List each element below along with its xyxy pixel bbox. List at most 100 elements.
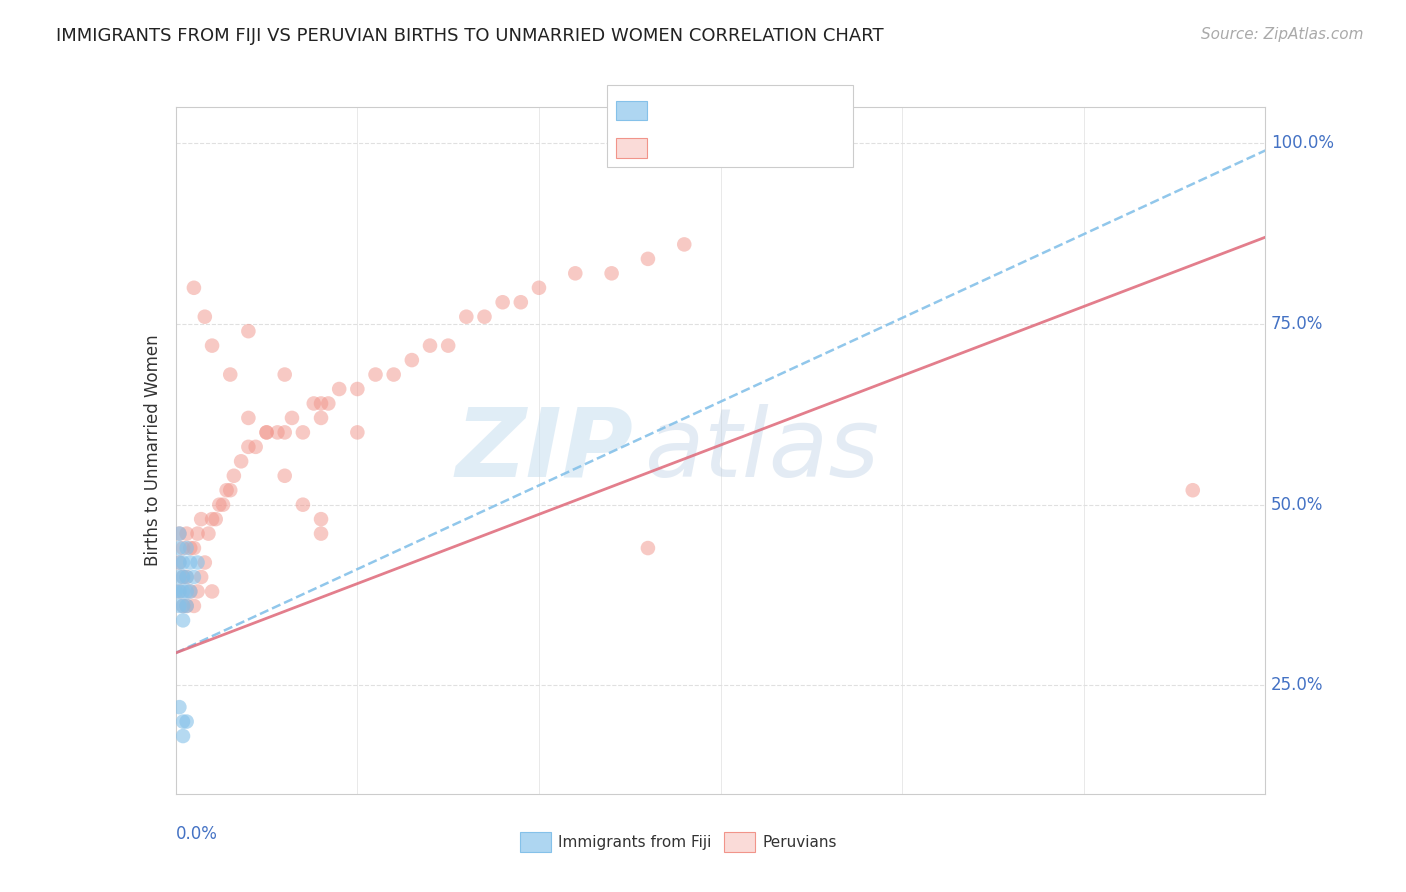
Point	[172, 729, 194, 743]
Point	[509, 295, 531, 310]
Point	[183, 599, 205, 613]
Point	[176, 570, 198, 584]
Point	[183, 281, 205, 295]
Text: 100.0%: 100.0%	[1271, 134, 1334, 153]
Point	[172, 541, 194, 555]
Text: 0.355: 0.355	[688, 101, 740, 119]
Point	[492, 295, 515, 310]
Point	[169, 570, 191, 584]
Point	[238, 411, 260, 425]
Point	[183, 570, 205, 584]
Point	[165, 584, 187, 599]
Point	[169, 526, 191, 541]
Text: 0.0%: 0.0%	[176, 825, 218, 843]
Point	[266, 425, 288, 440]
Point	[291, 498, 314, 512]
Text: Peruvians: Peruvians	[762, 836, 837, 850]
Text: 0.382: 0.382	[688, 138, 740, 156]
Point	[208, 498, 231, 512]
Point	[256, 425, 278, 440]
Point	[172, 714, 194, 729]
Point	[197, 526, 219, 541]
Point	[231, 454, 253, 468]
Point	[169, 700, 191, 714]
Point	[176, 599, 198, 613]
Point	[245, 440, 267, 454]
Point	[328, 382, 350, 396]
Point	[364, 368, 387, 382]
Point	[169, 584, 191, 599]
Text: IMMIGRANTS FROM FIJI VS PERUVIAN BIRTHS TO UNMARRIED WOMEN CORRELATION CHART: IMMIGRANTS FROM FIJI VS PERUVIAN BIRTHS …	[56, 27, 884, 45]
Point	[309, 396, 332, 410]
Point	[281, 411, 304, 425]
Text: 24: 24	[780, 101, 804, 119]
Text: R =: R =	[657, 138, 693, 156]
Y-axis label: Births to Unmarried Women: Births to Unmarried Women	[143, 334, 162, 566]
Point	[474, 310, 496, 324]
Point	[179, 556, 201, 570]
Point	[201, 584, 224, 599]
Point	[169, 556, 191, 570]
Point	[204, 512, 226, 526]
Point	[238, 324, 260, 338]
Point	[169, 541, 191, 555]
Point	[637, 541, 659, 555]
Point	[172, 556, 194, 570]
Point	[176, 570, 198, 584]
Point	[256, 425, 278, 440]
Point	[637, 252, 659, 266]
Point	[183, 541, 205, 555]
Point	[274, 425, 297, 440]
Point	[179, 584, 201, 599]
Point	[169, 556, 191, 570]
Text: Immigrants from Fiji: Immigrants from Fiji	[558, 836, 711, 850]
Point	[179, 584, 201, 599]
Point	[212, 498, 235, 512]
Text: N =: N =	[748, 101, 785, 119]
Point	[600, 266, 623, 280]
Point	[186, 526, 209, 541]
Point	[176, 526, 198, 541]
Point	[172, 599, 194, 613]
Point	[172, 599, 194, 613]
Point	[169, 599, 191, 613]
Text: R =: R =	[657, 101, 693, 119]
Point	[274, 468, 297, 483]
Point	[309, 512, 332, 526]
Point	[176, 584, 198, 599]
Point	[176, 541, 198, 555]
Point	[172, 613, 194, 627]
Point	[215, 483, 238, 498]
Point	[176, 714, 198, 729]
Point	[318, 396, 340, 410]
Point	[201, 512, 224, 526]
Point	[564, 266, 586, 280]
Point	[456, 310, 478, 324]
Point	[172, 570, 194, 584]
Point	[419, 338, 441, 352]
Point	[382, 368, 405, 382]
Point	[309, 526, 332, 541]
Text: 50.0%: 50.0%	[1271, 496, 1323, 514]
Point	[172, 584, 194, 599]
Point	[309, 411, 332, 425]
Point	[169, 526, 191, 541]
Text: 68: 68	[780, 138, 803, 156]
Point	[302, 396, 325, 410]
Point	[238, 440, 260, 454]
Point	[274, 368, 297, 382]
Text: 25.0%: 25.0%	[1271, 676, 1323, 695]
Point	[194, 310, 217, 324]
Point	[437, 338, 460, 352]
Point	[186, 556, 209, 570]
Point	[172, 570, 194, 584]
Point	[201, 338, 224, 352]
Point	[190, 570, 212, 584]
Point	[346, 425, 368, 440]
Text: Source: ZipAtlas.com: Source: ZipAtlas.com	[1201, 27, 1364, 42]
Point	[401, 353, 423, 368]
Point	[527, 281, 550, 295]
Point	[673, 237, 696, 252]
Point	[186, 584, 209, 599]
Point	[219, 368, 242, 382]
